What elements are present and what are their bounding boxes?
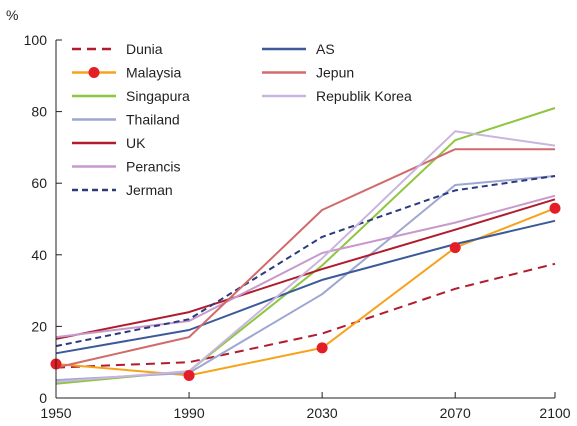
x-tick-label-1950: 1950 xyxy=(40,405,71,421)
legend-label-republik-korea: Republik Korea xyxy=(316,88,412,104)
legend-item-uk: UK xyxy=(72,135,146,151)
y-tick-label-80: 80 xyxy=(31,104,47,120)
axes: 0 20 40 60 80 100 1950 1990 2030 2070 2100 xyxy=(24,32,571,421)
legend-item-thailand: Thailand xyxy=(72,112,180,128)
legend-item-dunia: Dunia xyxy=(72,41,163,57)
data-point-malaysia-2030 xyxy=(316,342,328,354)
legend-item-jerman: Jerman xyxy=(72,182,173,198)
series-markers xyxy=(50,202,561,381)
series-line-perancis xyxy=(55,194,556,339)
series-line-jepun xyxy=(55,148,555,369)
legend-label-thailand: Thailand xyxy=(126,112,180,128)
y-tick-label-20: 20 xyxy=(31,318,47,334)
legend-label-singapura: Singapura xyxy=(126,88,190,104)
series-line-uk xyxy=(55,198,556,340)
series-lines xyxy=(55,107,556,385)
data-point-malaysia-2070 xyxy=(449,242,461,254)
data-point-malaysia-1990 xyxy=(183,369,195,381)
legend-item-perancis: Perancis xyxy=(72,159,180,175)
legend-label-malaysia: Malaysia xyxy=(126,65,181,81)
x-tick-label-2100: 2100 xyxy=(539,405,570,421)
x-tick-label-2070: 2070 xyxy=(440,405,471,421)
legend-marker-malaysia xyxy=(88,67,100,78)
data-point-malaysia-2100 xyxy=(549,202,561,214)
series-line-dunia xyxy=(55,262,556,369)
legend-label-perancis: Perancis xyxy=(126,159,180,175)
y-tick-label-100: 100 xyxy=(24,32,48,48)
x-tick-label-2030: 2030 xyxy=(307,405,338,421)
series-line-jerman xyxy=(55,175,556,348)
y-tick-label-0: 0 xyxy=(39,390,47,406)
legend: Dunia Malaysia Singapura Thailand UK Perancis… xyxy=(72,41,412,198)
legend-label-jerman: Jerman xyxy=(126,182,173,198)
series-line-as xyxy=(55,219,556,355)
y-tick-label-60: 60 xyxy=(31,175,47,191)
x-tick-label-1990: 1990 xyxy=(173,405,204,421)
legend-item-as: AS xyxy=(262,41,335,57)
legend-label-uk: UK xyxy=(126,135,146,151)
legend-item-jepun: Jepun xyxy=(262,65,354,81)
y-axis-unit-label: % xyxy=(6,7,18,23)
legend-label-as: AS xyxy=(316,41,335,57)
legend-label-jepun: Jepun xyxy=(316,65,354,81)
y-tick-label-40: 40 xyxy=(31,247,47,263)
legend-item-singapura: Singapura xyxy=(72,88,190,104)
legend-item-republik-korea: Republik Korea xyxy=(262,88,412,104)
legend-item-malaysia: Malaysia xyxy=(72,65,181,81)
legend-label-dunia: Dunia xyxy=(126,41,163,57)
series-line-republik-korea xyxy=(55,130,556,383)
